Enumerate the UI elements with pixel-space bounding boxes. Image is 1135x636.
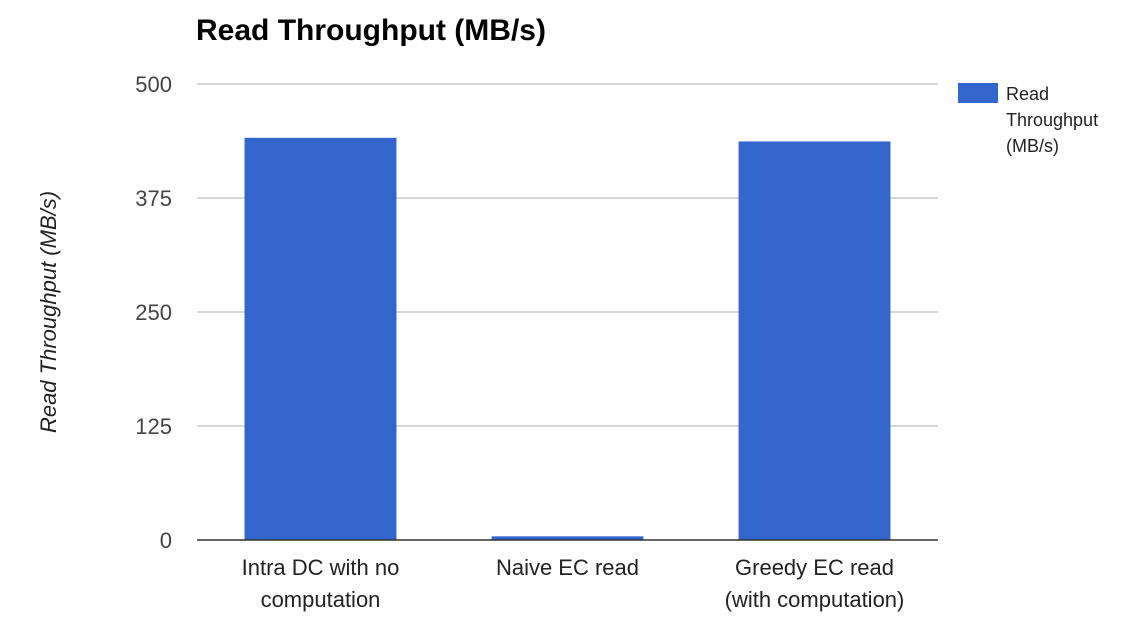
y-axis-label: Read Throughput (MB/s) bbox=[36, 191, 61, 433]
y-axis-ticks: 0 125 250 375 500 bbox=[135, 72, 172, 553]
y-tick-label: 0 bbox=[160, 528, 172, 553]
bar bbox=[491, 536, 644, 540]
bars bbox=[244, 137, 891, 541]
y-tick-label: 375 bbox=[135, 186, 172, 211]
x-category-label: Greedy EC read (with computation) bbox=[725, 555, 905, 612]
legend-swatch bbox=[958, 83, 998, 103]
bar bbox=[738, 141, 891, 540]
y-tick-label: 500 bbox=[135, 72, 172, 97]
legend-label: Read Throughput (MB/s) bbox=[1006, 84, 1098, 156]
chart-title: Read Throughput (MB/s) bbox=[196, 14, 546, 47]
bar bbox=[244, 137, 397, 541]
y-tick-label: 250 bbox=[135, 300, 172, 325]
x-category-label: Intra DC with no computation bbox=[242, 555, 400, 612]
x-axis-categories: Intra DC with no computation Naive EC read… bbox=[242, 555, 905, 612]
y-tick-label: 125 bbox=[135, 414, 172, 439]
x-category-label: Naive EC read bbox=[496, 555, 639, 580]
legend: Read Throughput (MB/s) bbox=[958, 83, 1098, 156]
